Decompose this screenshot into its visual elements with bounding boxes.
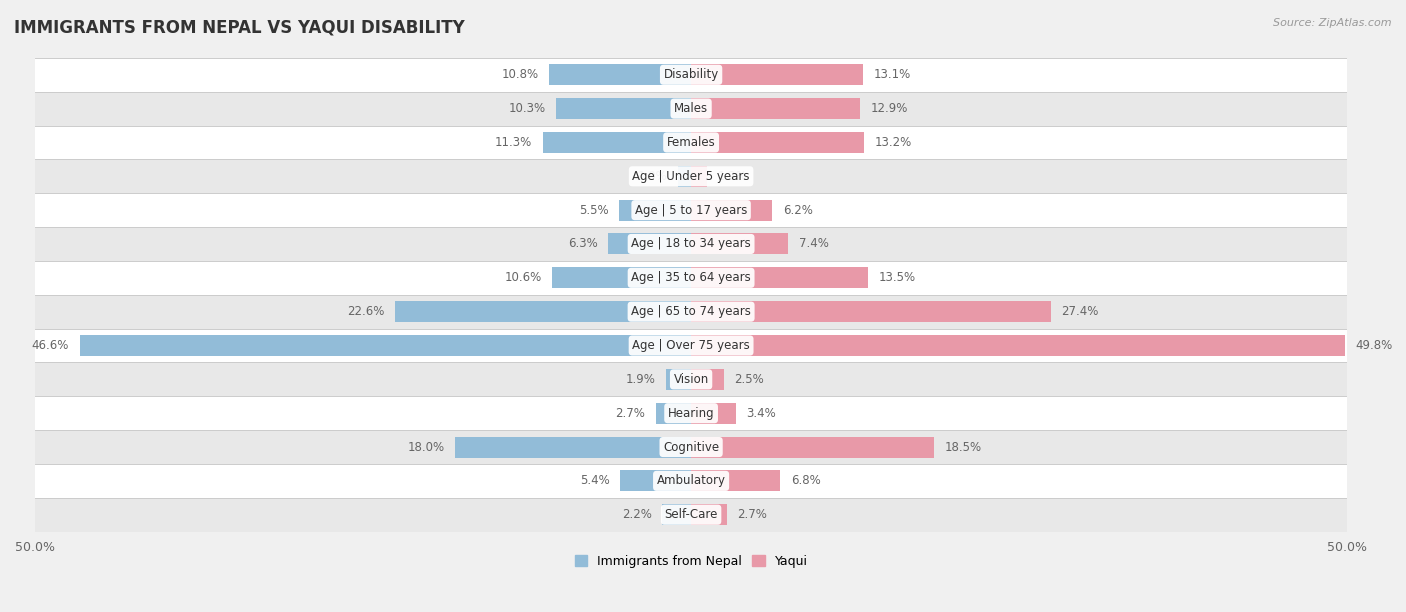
Bar [609, 234, 692, 255]
Text: 10.6%: 10.6% [505, 271, 541, 285]
Text: 10.3%: 10.3% [509, 102, 546, 115]
Text: 6.3%: 6.3% [568, 237, 598, 250]
Text: 18.5%: 18.5% [945, 441, 981, 453]
Bar [692, 200, 772, 221]
Bar [456, 436, 692, 458]
Bar [692, 166, 707, 187]
Text: Disability: Disability [664, 69, 718, 81]
Text: 6.2%: 6.2% [783, 204, 813, 217]
Text: Hearing: Hearing [668, 407, 714, 420]
Bar [553, 267, 692, 288]
Bar [692, 64, 863, 85]
Text: Age | 18 to 34 years: Age | 18 to 34 years [631, 237, 751, 250]
FancyBboxPatch shape [35, 397, 1347, 430]
Text: Age | 5 to 17 years: Age | 5 to 17 years [636, 204, 748, 217]
FancyBboxPatch shape [35, 261, 1347, 295]
Text: 2.7%: 2.7% [616, 407, 645, 420]
Text: Age | 65 to 74 years: Age | 65 to 74 years [631, 305, 751, 318]
Text: 5.5%: 5.5% [579, 204, 609, 217]
Text: Vision: Vision [673, 373, 709, 386]
FancyBboxPatch shape [35, 125, 1347, 159]
FancyBboxPatch shape [35, 329, 1347, 362]
Text: Age | Over 75 years: Age | Over 75 years [633, 339, 749, 352]
Bar [692, 504, 727, 525]
Text: 18.0%: 18.0% [408, 441, 444, 453]
FancyBboxPatch shape [35, 227, 1347, 261]
Text: 49.8%: 49.8% [1355, 339, 1392, 352]
Bar [692, 301, 1050, 322]
Text: Cognitive: Cognitive [664, 441, 718, 453]
Bar [692, 335, 1344, 356]
Text: Males: Males [673, 102, 709, 115]
Bar [619, 200, 692, 221]
Text: Age | 35 to 64 years: Age | 35 to 64 years [631, 271, 751, 285]
Bar [80, 335, 692, 356]
FancyBboxPatch shape [35, 464, 1347, 498]
Text: 5.4%: 5.4% [581, 474, 610, 487]
FancyBboxPatch shape [35, 362, 1347, 397]
Text: 1.0%: 1.0% [638, 170, 668, 183]
Bar [692, 403, 735, 424]
Text: IMMIGRANTS FROM NEPAL VS YAQUI DISABILITY: IMMIGRANTS FROM NEPAL VS YAQUI DISABILIT… [14, 18, 465, 36]
Bar [692, 98, 860, 119]
FancyBboxPatch shape [35, 498, 1347, 532]
Bar [620, 471, 692, 491]
Text: 7.4%: 7.4% [799, 237, 828, 250]
Text: Source: ZipAtlas.com: Source: ZipAtlas.com [1274, 18, 1392, 28]
Text: 13.2%: 13.2% [875, 136, 912, 149]
Text: 2.7%: 2.7% [737, 508, 766, 521]
Text: Self-Care: Self-Care [665, 508, 718, 521]
Bar [543, 132, 692, 153]
Bar [692, 436, 934, 458]
Bar [692, 132, 865, 153]
Text: 1.2%: 1.2% [717, 170, 747, 183]
Text: 46.6%: 46.6% [32, 339, 69, 352]
Text: 27.4%: 27.4% [1062, 305, 1098, 318]
Text: Females: Females [666, 136, 716, 149]
FancyBboxPatch shape [35, 295, 1347, 329]
Text: 2.5%: 2.5% [734, 373, 763, 386]
Bar [692, 267, 869, 288]
Bar [550, 64, 692, 85]
FancyBboxPatch shape [35, 159, 1347, 193]
Text: 12.9%: 12.9% [870, 102, 908, 115]
Text: 1.9%: 1.9% [626, 373, 655, 386]
Bar [655, 403, 692, 424]
Text: 13.5%: 13.5% [879, 271, 915, 285]
Text: Age | Under 5 years: Age | Under 5 years [633, 170, 749, 183]
Text: 3.4%: 3.4% [747, 407, 776, 420]
FancyBboxPatch shape [35, 430, 1347, 464]
Text: 22.6%: 22.6% [347, 305, 384, 318]
Text: 13.1%: 13.1% [873, 69, 911, 81]
Bar [662, 504, 692, 525]
Text: 11.3%: 11.3% [495, 136, 533, 149]
FancyBboxPatch shape [35, 58, 1347, 92]
FancyBboxPatch shape [35, 193, 1347, 227]
Legend: Immigrants from Nepal, Yaqui: Immigrants from Nepal, Yaqui [569, 550, 813, 573]
Bar [692, 369, 724, 390]
FancyBboxPatch shape [35, 92, 1347, 125]
Bar [555, 98, 692, 119]
Bar [692, 234, 789, 255]
Text: 6.8%: 6.8% [790, 474, 821, 487]
Text: 2.2%: 2.2% [621, 508, 652, 521]
Bar [678, 166, 692, 187]
Text: Ambulatory: Ambulatory [657, 474, 725, 487]
Bar [395, 301, 692, 322]
Bar [666, 369, 692, 390]
Bar [692, 471, 780, 491]
Text: 10.8%: 10.8% [502, 69, 538, 81]
